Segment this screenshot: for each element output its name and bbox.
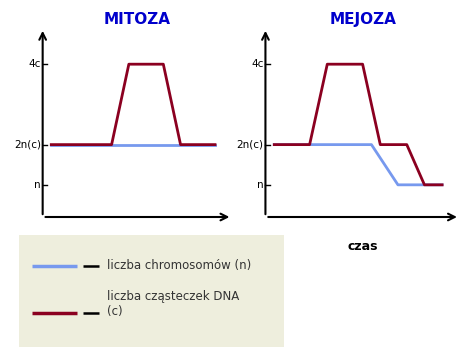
Text: n: n xyxy=(257,180,264,190)
Text: n: n xyxy=(34,180,41,190)
Text: czas: czas xyxy=(347,240,378,253)
Text: 2n(c): 2n(c) xyxy=(14,140,41,149)
Text: liczba chromosomów (n): liczba chromosomów (n) xyxy=(107,259,251,272)
Title: MITOZA: MITOZA xyxy=(104,12,171,27)
Text: 4c: 4c xyxy=(251,59,264,69)
Text: liczba cząsteczek DNA
(c): liczba cząsteczek DNA (c) xyxy=(107,290,239,318)
Title: MEJOZA: MEJOZA xyxy=(329,12,396,27)
Text: czas: czas xyxy=(122,240,153,253)
Text: 4c: 4c xyxy=(28,59,41,69)
Text: 2n(c): 2n(c) xyxy=(237,140,264,149)
